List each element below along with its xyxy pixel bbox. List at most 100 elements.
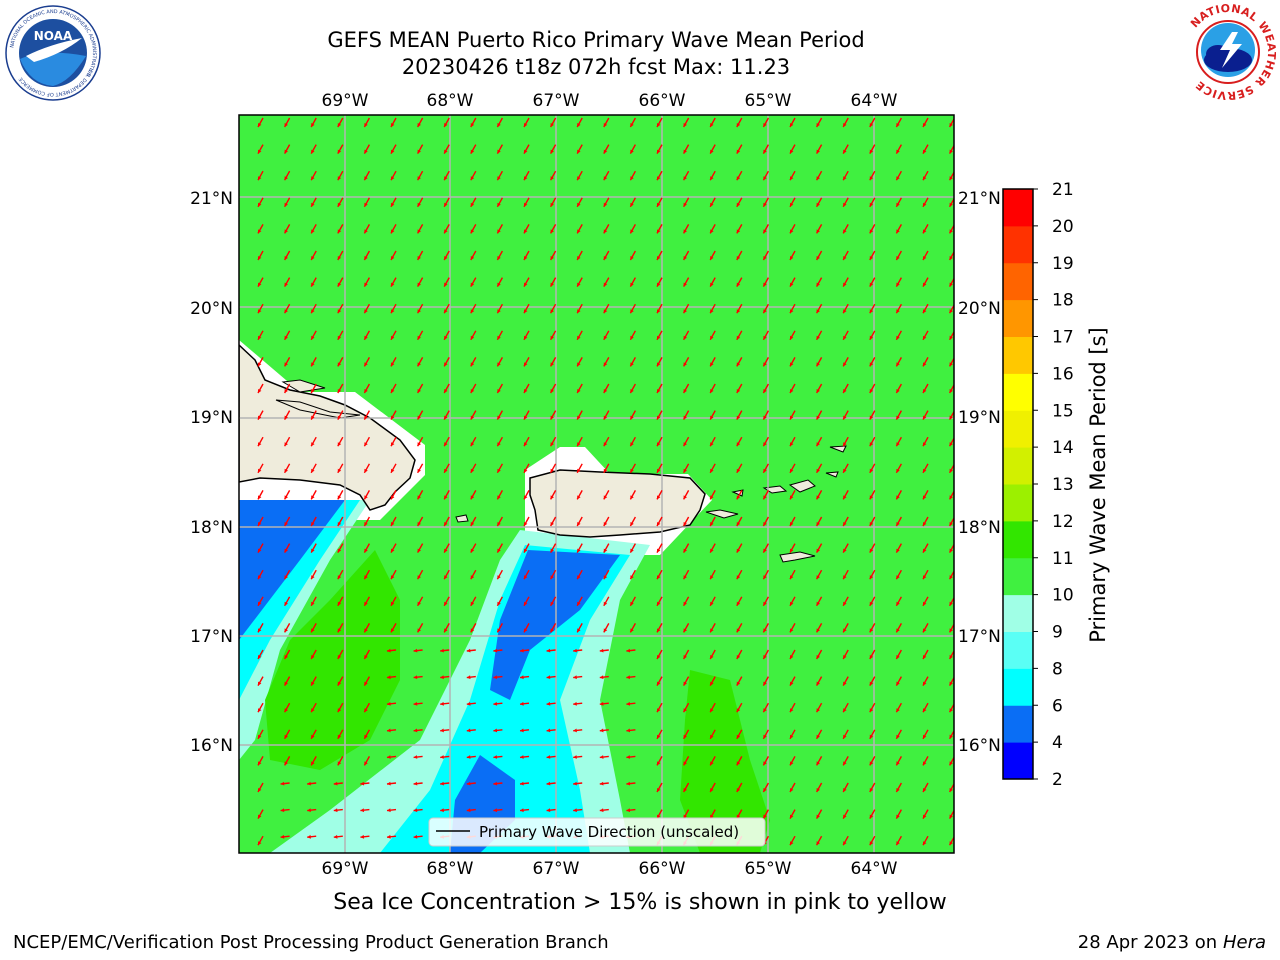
wave-direction-arrow [546, 755, 556, 759]
wave-direction-arrow [546, 648, 556, 653]
wave-direction-arrow [629, 569, 637, 580]
wave-direction-arrow [337, 702, 344, 713]
wave-direction-arrow [789, 117, 796, 128]
wave-direction-arrow [789, 303, 796, 314]
wave-direction-arrow [762, 463, 770, 474]
wave-direction-arrow [257, 436, 264, 447]
wave-direction-arrow [736, 782, 743, 793]
wave-direction-arrow [815, 782, 823, 793]
wave-direction-arrow [815, 170, 823, 181]
wave-direction-arrow [496, 277, 504, 287]
virgin-island [788, 479, 816, 493]
wave-direction-arrow [629, 277, 637, 287]
wave-direction-arrow [576, 303, 583, 314]
wave-direction-arrow [629, 117, 637, 128]
wave-direction-arrow [519, 781, 530, 786]
wave-direction-arrow [337, 756, 344, 766]
lat-tick-right: 16°N [958, 736, 1001, 756]
wave-direction-arrow [895, 782, 903, 793]
wave-direction-arrow [337, 303, 344, 314]
wave-direction-arrow [869, 756, 876, 766]
legend-label: Primary Wave Direction (unscaled) [479, 823, 739, 841]
wave-direction-arrow [440, 648, 450, 653]
wave-direction-arrow [576, 224, 583, 234]
wave-direction-arrow [629, 197, 637, 208]
wave-direction-arrow [869, 649, 876, 660]
wave-direction-arrow [762, 224, 770, 234]
wave-direction-arrow [337, 729, 344, 740]
wave-direction-arrow [413, 701, 423, 706]
wave-direction-arrow [416, 490, 424, 500]
wave-direction-arrow [682, 516, 690, 527]
wave-direction-arrow [709, 144, 716, 154]
wave-direction-arrow [709, 729, 716, 740]
wave-direction-arrow [390, 170, 397, 181]
wave-direction-arrow [762, 490, 770, 500]
wave-direction-arrow [363, 303, 371, 314]
wave-direction-arrow [762, 436, 770, 447]
wave-direction-arrow [762, 144, 770, 154]
wave-direction-arrow [470, 569, 477, 580]
wave-direction-arrow [629, 410, 637, 420]
wave-direction-arrow [762, 197, 770, 208]
wave-direction-arrow [337, 516, 344, 527]
wave-direction-arrow [842, 702, 849, 713]
wave-direction-arrow [390, 250, 397, 261]
wave-direction-arrow [549, 357, 557, 367]
wave-direction-arrow [496, 117, 504, 128]
wave-direction-arrow [310, 463, 317, 474]
wave-direction-arrow [603, 250, 610, 261]
wave-direction-arrow [682, 756, 690, 766]
wave-direction-arrow [416, 357, 424, 367]
wave-direction-arrow [470, 596, 477, 607]
wave-direction-arrow [283, 303, 291, 314]
lat-tick-right: 21°N [958, 189, 1001, 209]
wave-direction-arrow [762, 410, 770, 420]
wave-direction-arrow [656, 543, 663, 553]
wave-direction-arrow [257, 729, 264, 740]
wave-direction-arrow [895, 224, 903, 234]
wave-direction-arrow [736, 357, 743, 367]
wave-direction-arrow [709, 623, 716, 633]
wave-direction-arrow [709, 224, 716, 234]
colorbar-segment [1003, 631, 1033, 669]
wave-direction-arrow [523, 543, 530, 553]
wave-direction-arrow [895, 676, 903, 686]
wave-direction-arrow [283, 516, 291, 527]
wave-direction-arrow [386, 728, 397, 733]
wave-direction-arrow [709, 250, 716, 261]
wave-direction-arrow [363, 224, 371, 234]
wave-direction-arrow [310, 117, 317, 128]
wave-direction-arrow [416, 144, 424, 154]
wave-direction-arrow [413, 728, 423, 733]
vieques-island [705, 509, 739, 519]
colorbar-tick-label: 12 [1052, 512, 1074, 532]
wave-direction-arrow [736, 756, 743, 766]
wave-direction-arrow [815, 596, 823, 607]
wave-direction-arrow [470, 623, 477, 633]
wave-direction-arrow [682, 224, 690, 234]
wave-direction-arrow [842, 383, 849, 394]
wave-direction-arrow [386, 648, 397, 653]
wave-direction-arrow [762, 170, 770, 181]
wave-direction-arrow [310, 729, 317, 740]
wave-direction-arrow [815, 729, 823, 740]
wave-direction-arrow [443, 330, 450, 341]
wave-direction-arrow [869, 516, 876, 527]
wave-direction-arrow [682, 782, 690, 793]
wave-direction-arrow [390, 516, 397, 527]
wave-direction-arrow [337, 197, 344, 208]
wave-direction-arrow [762, 702, 770, 713]
wave-direction-arrow [416, 543, 424, 553]
wave-direction-arrow [842, 170, 849, 181]
wave-direction-arrow [736, 277, 743, 287]
wave-direction-arrow [815, 490, 823, 500]
wave-direction-arrow [629, 250, 637, 261]
wave-direction-arrow [842, 277, 849, 287]
wave-direction-arrow [573, 728, 583, 733]
wave-direction-arrow [413, 648, 423, 653]
wave-direction-arrow [709, 543, 716, 553]
wave-direction-arrow [257, 490, 264, 500]
wave-direction-arrow [682, 676, 690, 686]
wave-direction-arrow [815, 250, 823, 261]
